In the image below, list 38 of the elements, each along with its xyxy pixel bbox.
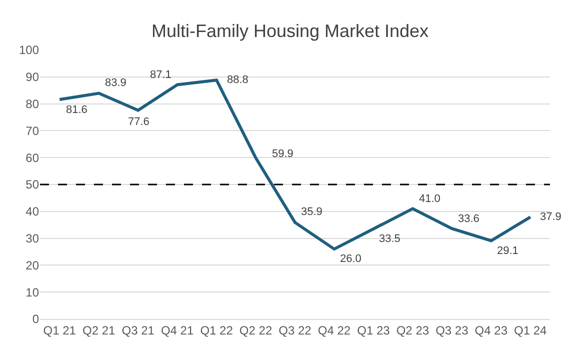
y-tick-label: 90 xyxy=(26,70,40,84)
data-label: 26.0 xyxy=(340,253,362,265)
data-label: 88.8 xyxy=(227,74,248,86)
y-tick-label: 40 xyxy=(26,204,40,219)
y-tick-label: 60 xyxy=(26,150,40,165)
y-tick-label: 30 xyxy=(26,232,40,246)
data-label: 33.5 xyxy=(379,233,400,245)
data-label: 59.9 xyxy=(272,148,294,160)
x-tick-label: Q3 23 xyxy=(436,323,469,338)
y-tick-label: 10 xyxy=(26,285,40,300)
data-label: 37.9 xyxy=(540,211,562,223)
x-tick-label: Q1 22 xyxy=(200,323,234,338)
y-tick-label: 0 xyxy=(32,312,40,326)
data-label: 87.1 xyxy=(150,69,172,81)
x-tick-label: Q4 22 xyxy=(318,323,351,338)
y-tick-label: 70 xyxy=(26,124,40,138)
x-tick-label: Q2 22 xyxy=(239,323,272,338)
chart-title: Multi-Family Housing Market Index xyxy=(151,21,429,42)
x-tick-label: Q2 23 xyxy=(396,323,430,338)
y-tick-label: 20 xyxy=(26,258,40,272)
y-tick-label: 80 xyxy=(26,97,40,111)
x-tick-label: Q2 21 xyxy=(82,323,116,338)
data-label: 33.6 xyxy=(458,213,480,225)
data-label: 29.1 xyxy=(497,245,518,257)
x-tick-label: Q1 24 xyxy=(514,323,548,338)
y-tick-label: 100 xyxy=(18,43,40,58)
data-label: 41.0 xyxy=(419,193,440,205)
data-label: 81.6 xyxy=(66,104,88,116)
x-tick-label: Q4 21 xyxy=(160,323,194,338)
x-tick-label: Q3 21 xyxy=(122,323,155,338)
x-tick-label: Q3 22 xyxy=(278,323,312,338)
data-label: 35.9 xyxy=(301,206,322,218)
y-tick-label: 50 xyxy=(26,178,40,192)
x-tick-label: Q1 23 xyxy=(357,323,390,338)
x-tick-label: Q1 21 xyxy=(43,323,76,338)
x-tick-label: Q4 23 xyxy=(474,323,508,338)
data-label: 83.9 xyxy=(105,77,126,89)
data-label: 77.6 xyxy=(128,116,150,128)
